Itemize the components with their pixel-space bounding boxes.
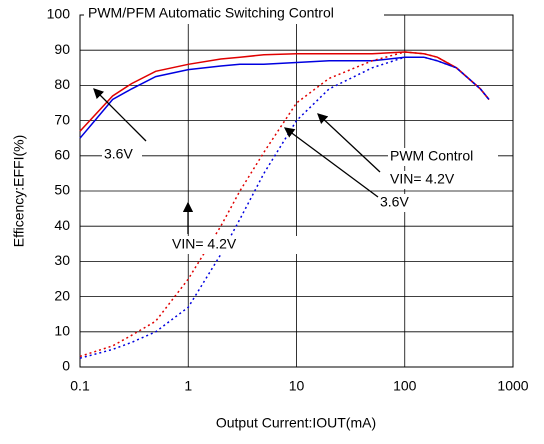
annotation: PWM Control — [390, 148, 473, 164]
annotation-bg — [170, 236, 298, 254]
y-axis-label: Efficency:EFFI(%) — [11, 135, 27, 248]
arrow — [93, 88, 147, 142]
annotation: 3.6V — [104, 146, 133, 162]
series-line — [79, 56, 490, 359]
x-tick-label: 10 — [289, 378, 305, 394]
y-tick-label: 0 — [62, 358, 70, 374]
x-tick-label: 1000 — [497, 378, 528, 394]
y-tick-label: 20 — [54, 287, 70, 303]
y-tick-label: 40 — [54, 217, 70, 233]
title-bg — [84, 4, 384, 24]
x-axis-label: Output Current:IOUT(mA) — [216, 415, 376, 431]
y-tick-label: 70 — [54, 111, 70, 127]
y-tick-label: 10 — [54, 323, 70, 339]
annotation-bg — [378, 194, 418, 212]
annotation: VIN= 4.2V — [172, 236, 237, 252]
y-tick-label: 60 — [54, 147, 70, 163]
y-tick-label: 100 — [47, 6, 71, 22]
arrow — [317, 113, 381, 173]
annotation-bg — [388, 171, 472, 189]
chart-title: PWM/PFM Automatic Switching Control — [88, 5, 334, 21]
x-tick-label: 1 — [184, 378, 192, 394]
x-tick-label: 0.1 — [70, 378, 90, 394]
y-tick-label: 80 — [54, 76, 70, 92]
annotation-bg — [102, 146, 142, 164]
y-tick-label: 50 — [54, 182, 70, 198]
y-tick-label: 90 — [54, 41, 70, 57]
annotation: VIN= 4.2V — [390, 171, 455, 187]
series-line — [79, 51, 490, 358]
arrow — [283, 127, 379, 198]
series-line — [79, 56, 490, 139]
annotation-bg — [388, 148, 498, 166]
x-tick-label: 100 — [393, 378, 417, 394]
annotation: 3.6V — [380, 194, 409, 210]
y-tick-label: 30 — [54, 252, 70, 268]
